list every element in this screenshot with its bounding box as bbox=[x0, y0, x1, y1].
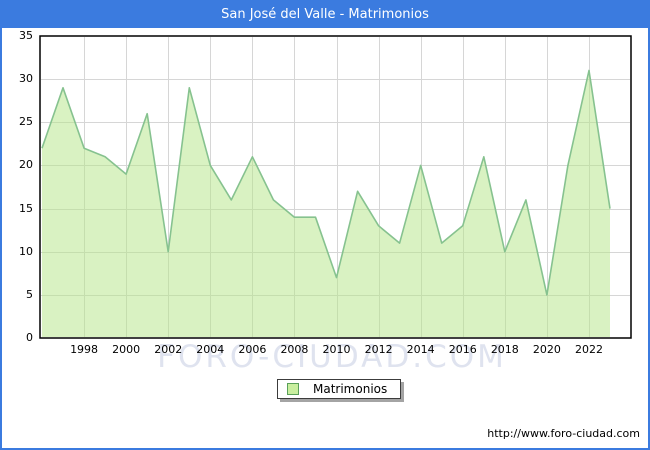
x-tick-label: 2004 bbox=[196, 343, 225, 356]
chart-title: San José del Valle - Matrimonios bbox=[2, 2, 648, 28]
x-tick-label: 2008 bbox=[280, 343, 309, 356]
footer-url[interactable]: http://www.foro-ciudad.com bbox=[487, 427, 640, 440]
x-tick-label: 2002 bbox=[154, 343, 183, 356]
x-tick-label: 2010 bbox=[322, 343, 351, 356]
watermark-text: FORO-CIUDAD.COM bbox=[157, 339, 507, 375]
x-tick-label: 2012 bbox=[364, 343, 393, 356]
area-fill bbox=[42, 70, 610, 337]
legend-label: Matrimonios bbox=[313, 382, 388, 396]
plot-border bbox=[39, 35, 632, 339]
y-tick-label: 5 bbox=[26, 287, 33, 301]
x-tick-label: 2016 bbox=[448, 343, 477, 356]
data-line bbox=[41, 69, 611, 296]
x-tick-label: 2022 bbox=[574, 343, 603, 356]
y-tick-label: 20 bbox=[19, 158, 33, 172]
y-tick-label: 30 bbox=[19, 72, 33, 86]
x-tick-label: 2020 bbox=[532, 343, 561, 356]
y-tick-label: 25 bbox=[19, 115, 33, 129]
x-tick-label: 2014 bbox=[406, 343, 435, 356]
x-tick-label: 1998 bbox=[70, 343, 99, 356]
x-tick-label: 2000 bbox=[112, 343, 141, 356]
legend: Matrimonios bbox=[277, 379, 402, 399]
x-tick-label: 2018 bbox=[490, 343, 519, 356]
y-tick-label: 0 bbox=[26, 331, 33, 344]
y-tick-label: 10 bbox=[19, 244, 33, 258]
x-tick-label: 2006 bbox=[238, 343, 267, 356]
y-tick-label: 15 bbox=[19, 201, 33, 215]
y-tick-label: 35 bbox=[19, 29, 33, 42]
legend-swatch-icon bbox=[287, 383, 299, 395]
